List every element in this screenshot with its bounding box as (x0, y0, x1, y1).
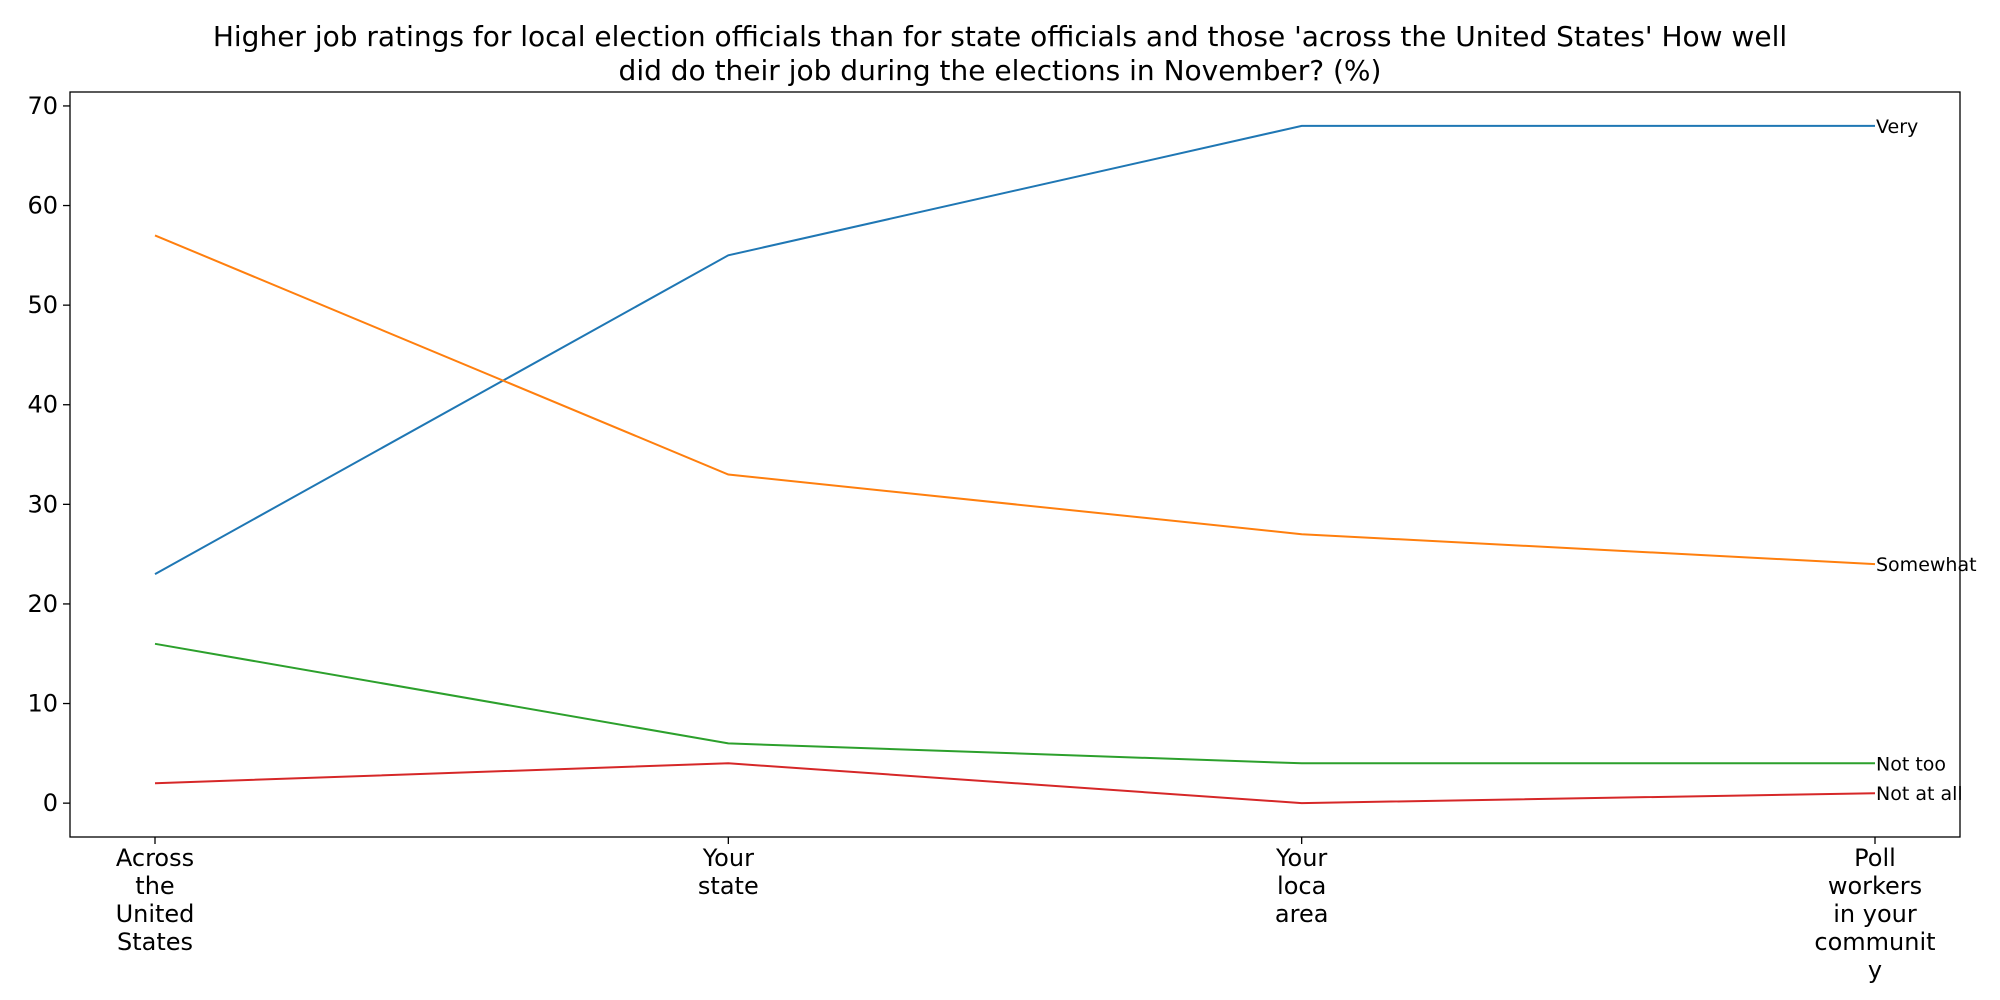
plot-area-frame (69, 91, 1961, 838)
chart-title-line-2: did do their job during the elections in… (618, 54, 1382, 87)
x-tick-label-line: area (1275, 900, 1329, 928)
y-tick-label: 60 (27, 192, 58, 220)
x-tick-label-line: loca (1277, 872, 1326, 900)
y-tick-label: 10 (27, 690, 58, 718)
chart-title-line-1: Higher job ratings for local election of… (212, 20, 1788, 53)
x-tick-label-line: Your (702, 844, 754, 872)
x-tick-label: Poll workers in your communit y (1814, 844, 1935, 984)
x-tick-label-line: state (698, 872, 759, 900)
series-line-not-at-all (154, 762, 1876, 805)
y-axis: 0 10 20 30 40 50 60 70 (27, 92, 70, 817)
x-tick-label-line: States (117, 928, 193, 956)
series-label: Very (1876, 116, 1918, 138)
y-tick-label: 0 (43, 789, 58, 817)
x-tick-label-line: workers (1828, 872, 1922, 900)
x-tick-label-line: Across (116, 844, 194, 872)
x-tick-label: Your loca area (1275, 844, 1329, 928)
x-tick-label-line: communit (1814, 928, 1935, 956)
y-tick-label: 20 (27, 590, 58, 618)
series-label: Not at all (1876, 783, 1963, 805)
x-tick-label: Your state (698, 844, 759, 900)
y-tick-label: 30 (27, 490, 58, 518)
series-line-not-too (154, 642, 1875, 765)
x-tick-label-line: Poll (1854, 844, 1896, 872)
series-labels: Very Somewhat Not too Not at all (1876, 116, 1977, 805)
x-tick-label-line: the (135, 872, 174, 900)
x-tick-label-line: in your (1833, 900, 1917, 928)
series-label: Not too (1876, 753, 1946, 775)
x-tick-label-line: y (1868, 956, 1882, 984)
y-tick-label: 70 (27, 92, 58, 120)
y-tick-label: 50 (27, 291, 58, 319)
series-label: Somewhat (1876, 554, 1977, 576)
series-line-somewhat (154, 234, 1876, 566)
series-line-very (154, 124, 1875, 575)
x-tick-label-line: Your (1275, 844, 1327, 872)
y-tick-label: 40 (27, 391, 58, 419)
chart-title: Higher job ratings for local election of… (0, 20, 2000, 88)
x-tick-label: Across the United States (116, 844, 195, 956)
series-layer (154, 124, 1876, 805)
x-tick-label-line: United (116, 900, 195, 928)
